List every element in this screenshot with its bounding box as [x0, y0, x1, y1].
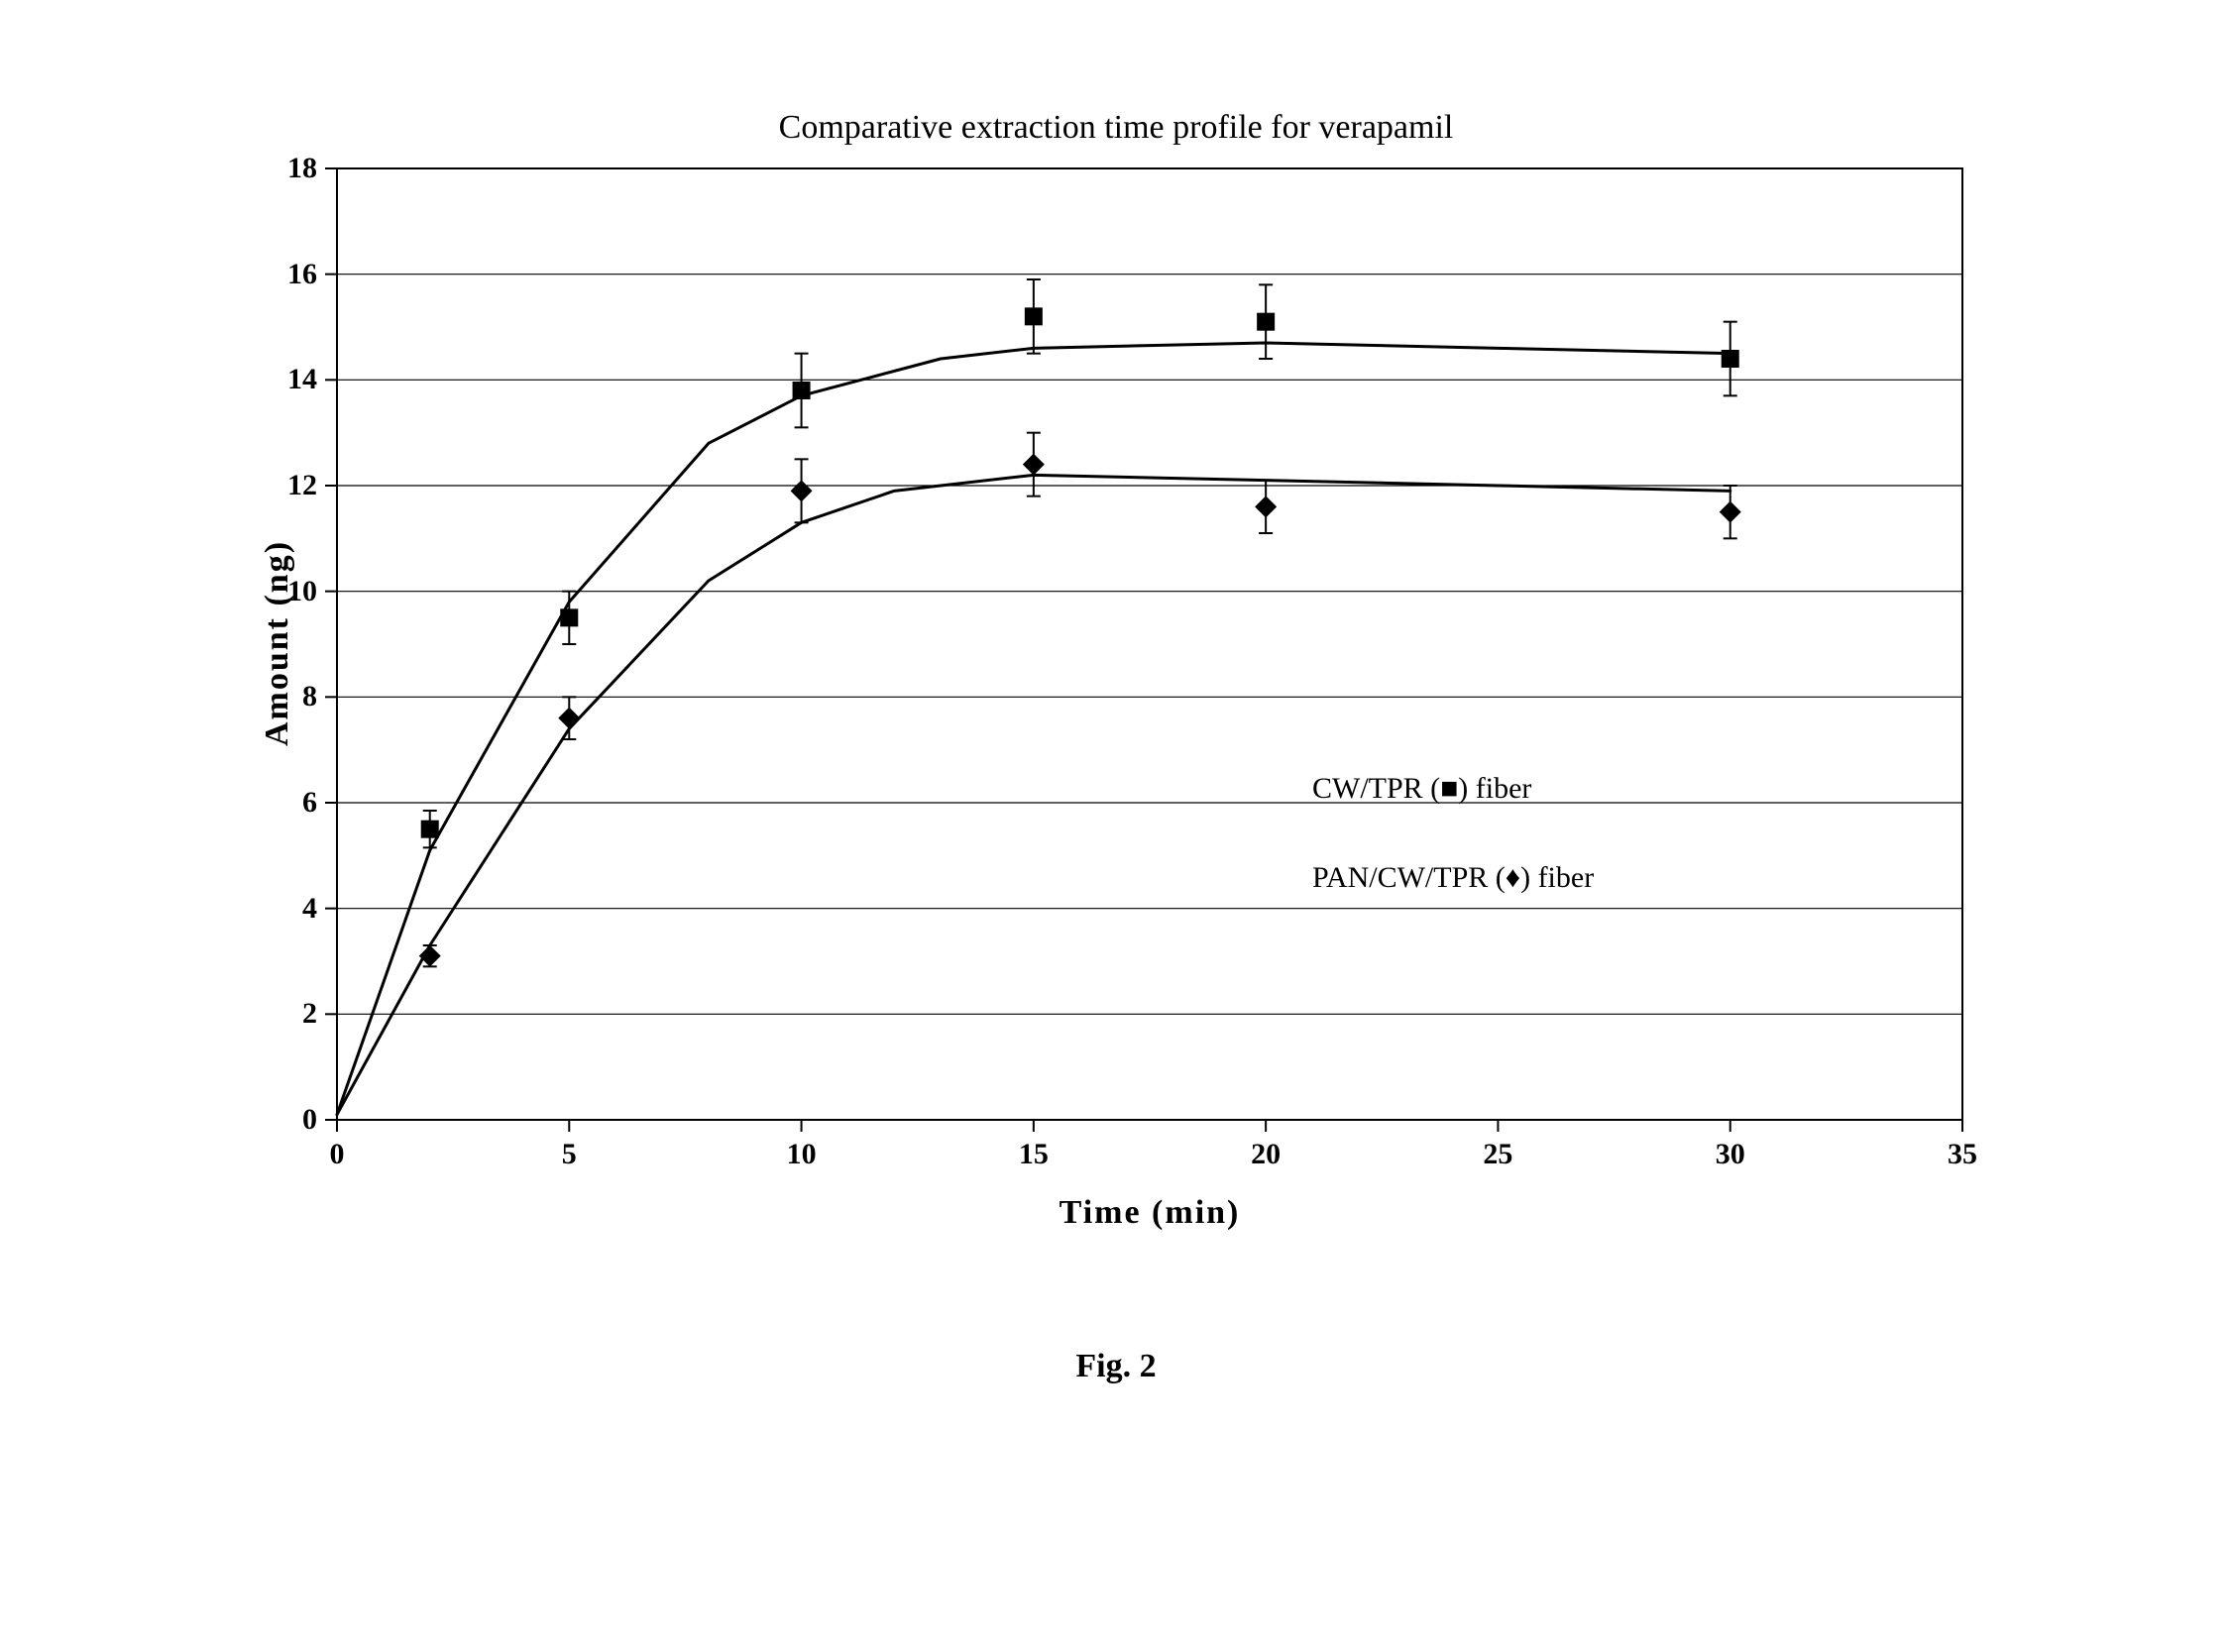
figure-caption: Fig. 2: [0, 1348, 2232, 1385]
plot-area: [337, 168, 1962, 1120]
y-tick-label: 18: [287, 152, 317, 185]
y-tick-label: 0: [302, 1103, 317, 1137]
x-tick-label: 25: [1468, 1138, 1527, 1171]
chart-svg: [337, 168, 1962, 1120]
y-tick-label: 14: [287, 363, 317, 396]
y-tick-label: 16: [287, 258, 317, 291]
page-root: Comparative extraction time profile for …: [0, 0, 2232, 1652]
y-tick-label: 6: [302, 786, 317, 820]
x-tick-label: 30: [1701, 1138, 1760, 1171]
y-tick-label: 10: [287, 575, 317, 608]
y-tick-label: 2: [302, 997, 317, 1031]
x-tick-label: 35: [1933, 1138, 1992, 1171]
y-axis-label: Amount (ng): [259, 534, 296, 752]
x-axis-label: Time (min): [337, 1194, 1962, 1232]
x-tick-label: 20: [1236, 1138, 1295, 1171]
x-tick-label: 5: [539, 1138, 599, 1171]
legend-entry: CW/TPR (■) fiber: [1312, 772, 1531, 806]
y-tick-label: 4: [302, 892, 317, 926]
x-tick-label: 0: [307, 1138, 367, 1171]
x-tick-label: 15: [1004, 1138, 1063, 1171]
x-tick-label: 10: [772, 1138, 832, 1171]
legend-entry: PAN/CW/TPR (♦) fiber: [1312, 861, 1594, 895]
chart-title: Comparative extraction time profile for …: [0, 109, 2232, 147]
y-tick-label: 12: [287, 469, 317, 502]
y-tick-label: 8: [302, 680, 317, 714]
